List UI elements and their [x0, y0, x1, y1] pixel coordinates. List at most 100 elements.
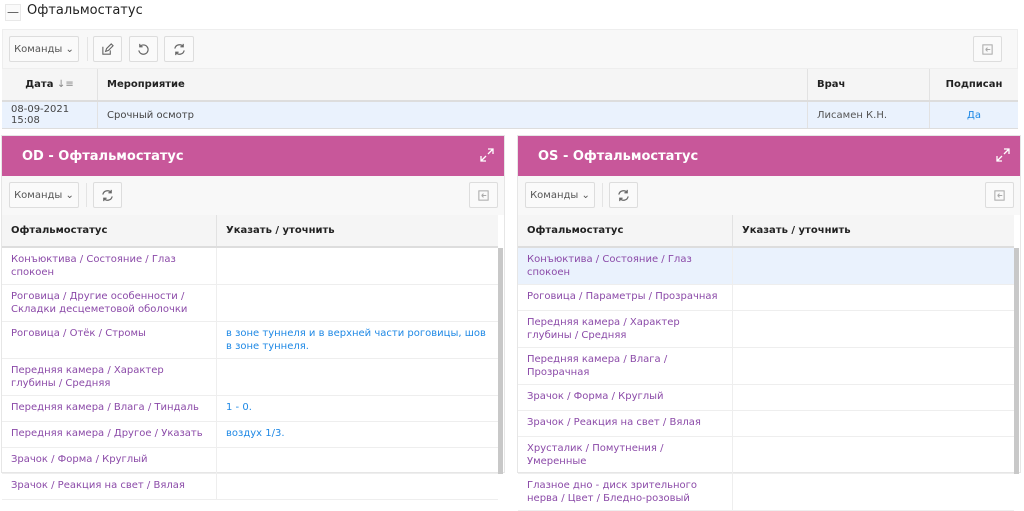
export-button[interactable] — [469, 182, 498, 208]
column-note[interactable]: Указать / уточнить — [226, 225, 335, 236]
page-title: Офтальмостатус — [27, 3, 143, 18]
od-table-header: Офтальмостатус Указать / уточнить — [2, 215, 498, 248]
chevron-down-icon: ⌄ — [65, 43, 74, 55]
table-row[interactable]: Роговица / Отёк / Стромы в зоне туннеля и… — [2, 322, 498, 359]
note-cell[interactable] — [733, 348, 1014, 384]
note-cell[interactable] — [217, 285, 498, 321]
refresh-icon — [173, 43, 185, 55]
column-note[interactable]: Указать / уточнить — [742, 225, 851, 236]
note-cell[interactable] — [733, 411, 1014, 436]
status-cell: Зрачок / Форма / Круглый — [518, 385, 733, 410]
column-status[interactable]: Офтальмостатус — [2, 215, 217, 246]
table-row[interactable]: Хрусталик / Помутнения / Умеренные — [518, 437, 1014, 474]
table-row[interactable]: Передняя камера / Влага / Прозрачная — [518, 348, 1014, 385]
od-table-body: Конъюктива / Состояние / Глаз спокоен Рог… — [2, 248, 498, 500]
table-row[interactable]: Зрачок / Реакция на свет / Вялая — [2, 474, 498, 500]
main-toolbar: Команды ⌄ — [2, 29, 1018, 69]
note-cell[interactable] — [733, 437, 1014, 473]
edit-icon — [102, 42, 114, 55]
status-cell: Роговица / Отёк / Стромы — [2, 322, 217, 358]
export-icon — [994, 189, 1005, 201]
collapse-button[interactable]: — — [5, 4, 21, 21]
refresh-icon — [618, 189, 629, 201]
column-status[interactable]: Офтальмостатус — [518, 215, 733, 246]
commands-button[interactable]: Команды ⌄ — [525, 182, 595, 208]
column-doctor[interactable]: Врач — [808, 69, 930, 100]
table-row[interactable]: Передняя камера / Характер глубины / Сре… — [518, 311, 1014, 348]
status-cell: Конъюктива / Состояние / Глаз спокоен — [518, 248, 733, 284]
scrollbar[interactable] — [1014, 248, 1019, 474]
table-row[interactable]: Глазное дно - диск зрительного нерва / Ц… — [518, 474, 1014, 511]
sort-desc-icon: ↓≡ — [56, 79, 74, 90]
chevron-down-icon: ⌄ — [65, 189, 74, 201]
status-cell: Передняя камера / Характер глубины / Сре… — [2, 359, 217, 395]
status-cell: Зрачок / Форма / Круглый — [2, 448, 217, 473]
undo-button[interactable] — [129, 36, 158, 62]
cell-event: Срочный осмотр — [98, 102, 808, 128]
table-row[interactable]: Конъюктива / Состояние / Глаз спокоен — [2, 248, 498, 285]
od-toolbar: Команды ⌄ — [2, 176, 504, 215]
table-row[interactable]: Передняя камера / Влага / Тиндаль 1 - 0. — [2, 396, 498, 422]
os-toolbar: Команды ⌄ — [518, 176, 1020, 215]
note-cell[interactable] — [733, 474, 1014, 510]
edit-button[interactable] — [93, 36, 122, 62]
note-cell[interactable] — [733, 285, 1014, 310]
note-cell[interactable] — [733, 248, 1014, 284]
expand-icon[interactable] — [480, 148, 494, 162]
export-button[interactable] — [973, 36, 1002, 62]
scrollbar[interactable] — [498, 248, 503, 474]
cell-date: 08-09-2021 15:08 — [2, 102, 98, 128]
note-cell[interactable] — [217, 448, 498, 473]
os-table-header: Офтальмостатус Указать / уточнить — [518, 215, 1014, 248]
cell-doctor: Лисамен К.Н. — [808, 102, 930, 128]
export-button[interactable] — [985, 182, 1014, 208]
status-cell: Передняя камера / Влага / Прозрачная — [518, 348, 733, 384]
column-signed[interactable]: Подписан — [945, 79, 1003, 90]
note-cell[interactable]: 1 - 0. — [226, 402, 252, 413]
refresh-button[interactable] — [164, 36, 194, 62]
os-panel-header: OS - Офтальмостатус — [518, 136, 1020, 176]
signed-link[interactable]: Да — [967, 109, 981, 121]
export-icon — [478, 189, 489, 201]
commands-label: Команды — [14, 43, 63, 55]
table-row[interactable]: Роговица / Параметры / Прозрачная — [518, 285, 1014, 311]
status-cell: Роговица / Другие особенности / Складки … — [2, 285, 217, 321]
main-table-header: Дата ↓≡ Мероприятие Врач Подписан — [2, 69, 1018, 102]
os-table-body: Конъюктива / Состояние / Глаз спокоен Рог… — [518, 248, 1014, 511]
table-row[interactable]: Зрачок / Форма / Круглый — [518, 385, 1014, 411]
note-cell[interactable] — [217, 248, 498, 284]
expand-icon[interactable] — [996, 148, 1010, 162]
od-panel-header: OD - Офтальмостатус — [2, 136, 504, 176]
note-cell[interactable] — [733, 311, 1014, 347]
os-panel: OS - Офтальмостатус Команды ⌄ Офтальмост… — [517, 135, 1021, 511]
table-row[interactable]: Роговица / Другие особенности / Складки … — [2, 285, 498, 322]
refresh-button[interactable] — [93, 182, 122, 208]
note-cell[interactable] — [733, 385, 1014, 410]
table-row[interactable]: Передняя камера / Другое / Указать воздух… — [2, 422, 498, 448]
status-cell: Зрачок / Реакция на свет / Вялая — [518, 411, 733, 436]
note-cell[interactable]: в зоне туннеля и в верхней части роговиц… — [226, 328, 486, 352]
status-cell: Передняя камера / Характер глубины / Сре… — [518, 311, 733, 347]
note-cell[interactable] — [217, 359, 498, 395]
commands-button[interactable]: Команды ⌄ — [9, 182, 79, 208]
refresh-icon — [102, 189, 113, 201]
table-row[interactable]: Передняя камера / Характер глубины / Сре… — [2, 359, 498, 396]
status-cell: Зрачок / Реакция на свет / Вялая — [2, 474, 217, 499]
table-row[interactable]: Конъюктива / Состояние / Глаз спокоен — [518, 248, 1014, 285]
table-row[interactable]: Зрачок / Форма / Круглый — [2, 448, 498, 474]
note-cell[interactable] — [217, 474, 498, 499]
status-cell: Хрусталик / Помутнения / Умеренные — [518, 437, 733, 473]
table-row[interactable]: 08-09-2021 15:08 Срочный осмотр Лисамен … — [2, 102, 1018, 129]
refresh-button[interactable] — [609, 182, 638, 208]
table-row[interactable]: Зрачок / Реакция на свет / Вялая — [518, 411, 1014, 437]
status-cell: Конъюктива / Состояние / Глаз спокоен — [2, 248, 217, 284]
od-panel-title: OD - Офтальмостатус — [22, 148, 184, 164]
chevron-down-icon: ⌄ — [581, 189, 590, 201]
column-date[interactable]: Дата ↓≡ — [2, 69, 98, 100]
os-panel-title: OS - Офтальмостатус — [538, 148, 699, 164]
commands-button[interactable]: Команды ⌄ — [9, 36, 79, 62]
status-cell: Передняя камера / Влага / Тиндаль — [2, 396, 217, 421]
column-event[interactable]: Мероприятие — [98, 69, 808, 100]
undo-icon — [138, 43, 149, 55]
note-cell[interactable]: воздух 1/3. — [226, 428, 285, 439]
